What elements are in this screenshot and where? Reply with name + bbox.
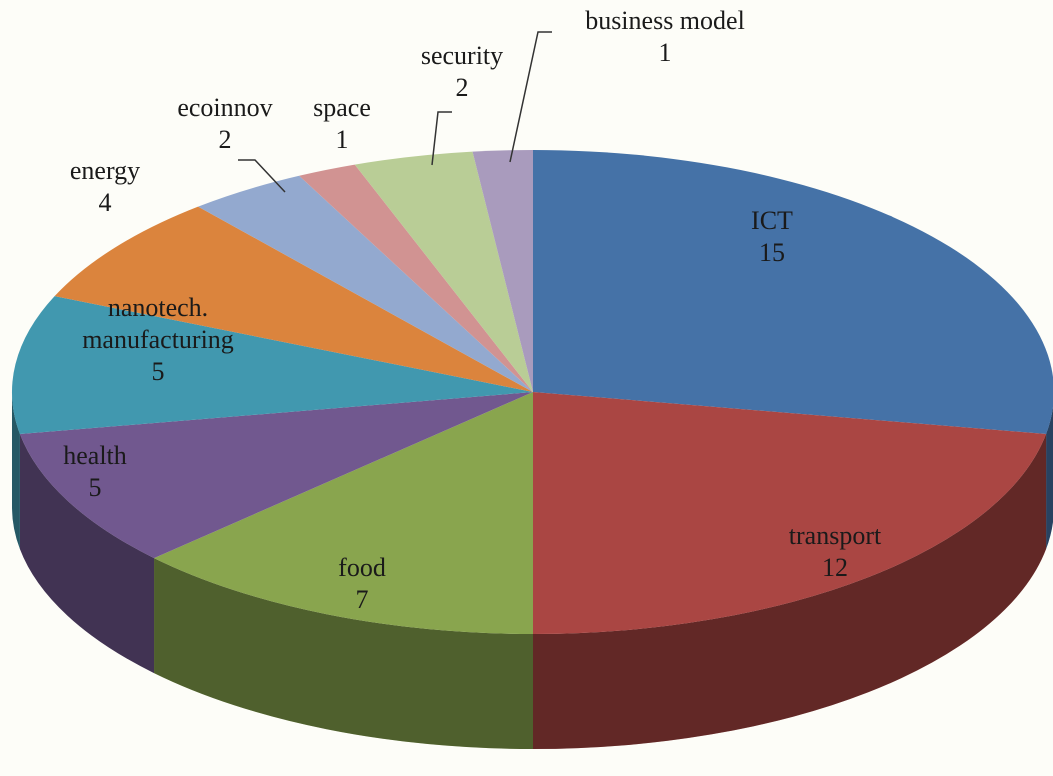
value-label: 1 (335, 125, 349, 154)
pie-slice (299, 164, 533, 392)
data-label: energy 4 (0, 155, 215, 219)
category-label: business model (585, 6, 745, 35)
pie-slice (354, 151, 533, 392)
data-label: nanotech. manufacturing 5 (48, 292, 268, 388)
pie-slice (12, 296, 534, 435)
pie-side (154, 558, 533, 749)
category-label: nanotech. manufacturing (82, 293, 234, 354)
data-label: business model 1 (555, 5, 775, 69)
data-label: ICT 15 (662, 205, 882, 269)
category-label: space (313, 93, 371, 122)
value-label: 2 (455, 73, 469, 102)
pie-slice (54, 206, 534, 392)
pie-slice (472, 150, 533, 392)
data-label: security 2 (352, 40, 572, 104)
pie-tops (12, 150, 1053, 634)
value-label: 4 (98, 188, 112, 217)
data-label: ecoinnov 2 (115, 92, 335, 156)
category-label: ecoinnov (177, 93, 273, 122)
category-label: ICT (751, 206, 793, 235)
pie-side (19, 434, 155, 674)
pie-sides (12, 392, 1053, 749)
value-label: 12 (822, 553, 848, 582)
leader-line (509, 31, 552, 163)
side-shade (12, 392, 20, 550)
leader-line (431, 111, 452, 166)
side-shade (19, 434, 155, 674)
data-label: health 5 (0, 440, 205, 504)
value-label: 7 (355, 585, 369, 614)
pie-slice (154, 392, 533, 634)
value-label: 2 (218, 125, 232, 154)
value-label: 5 (151, 357, 165, 386)
leader-line (238, 159, 286, 193)
side-shade (154, 558, 533, 749)
pie-slice (533, 150, 1053, 435)
pie-slice (19, 392, 533, 559)
pie-slice (533, 392, 1047, 634)
value-label: 5 (88, 473, 102, 502)
category-label: food (338, 553, 386, 582)
data-label: space 1 (232, 92, 452, 156)
data-label: transport 12 (725, 520, 945, 584)
side-shade (1046, 406, 1053, 550)
category-label: health (63, 441, 127, 470)
value-label: 1 (658, 38, 672, 67)
category-label: transport (788, 521, 882, 550)
category-label: security (420, 41, 504, 70)
pie-slice (198, 175, 533, 392)
category-label: energy (69, 156, 141, 185)
pie-side (533, 434, 1047, 749)
side-shade (533, 434, 1047, 749)
data-label: food 7 (252, 552, 472, 616)
pie-side (1046, 406, 1053, 550)
pie-side (12, 392, 20, 550)
value-label: 15 (759, 238, 785, 267)
